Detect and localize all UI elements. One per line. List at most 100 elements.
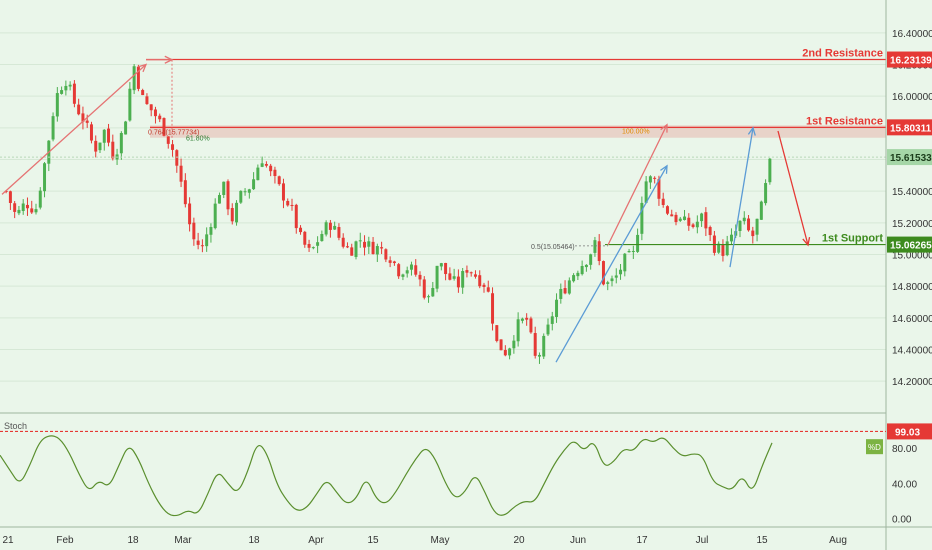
candle-body [640, 202, 644, 234]
price-tick-label: 15.40000 [892, 187, 932, 198]
time-tick-label: May [431, 535, 450, 546]
candle-body [179, 165, 183, 182]
candle-body [717, 243, 721, 253]
candle-body [704, 212, 708, 229]
candle-body [350, 247, 354, 256]
candle-body [738, 220, 742, 231]
current-price-tag-bg [887, 149, 932, 166]
candle-body [542, 335, 546, 357]
candle-body [533, 333, 537, 356]
candle-body [755, 218, 759, 235]
candle-body [311, 247, 315, 249]
candle-body [648, 176, 652, 183]
candle-body [235, 202, 239, 223]
candle-body [247, 189, 251, 193]
price-tick-label: 15.20000 [892, 219, 932, 230]
stoch-tick-label: 40.00 [892, 479, 917, 490]
candle-body [324, 222, 328, 235]
candle-body [188, 203, 192, 225]
candle-body [77, 104, 81, 115]
candle-body [358, 240, 362, 242]
candle-body [13, 203, 17, 212]
candle-body [337, 227, 341, 238]
candle-body [81, 113, 85, 122]
candle-body [546, 324, 550, 335]
candle-body [657, 179, 661, 199]
candle-body [217, 195, 221, 204]
stoch-d-line [0, 435, 773, 517]
candle-body [623, 253, 627, 272]
candle-body [345, 246, 349, 248]
candle-body [691, 224, 695, 228]
candle-body [614, 275, 618, 278]
stochastic-pane [0, 430, 886, 517]
time-tick-label: 17 [636, 535, 648, 546]
candle-body [239, 190, 243, 203]
candle-body [397, 264, 401, 277]
candle-body [636, 234, 640, 252]
candle-body [209, 227, 213, 235]
candle-body [294, 204, 298, 229]
candle-body [158, 115, 162, 120]
candle-body [427, 296, 431, 298]
stoch-tick-label: 0.00 [892, 515, 912, 526]
candle-body [418, 274, 422, 280]
candle-body [516, 319, 520, 342]
candle-body [422, 279, 426, 298]
candle-body [631, 250, 635, 252]
candle-body [461, 271, 465, 288]
fib-annotation: 0.5(15.05464) [531, 244, 575, 251]
price-tick-label: 16.00000 [892, 92, 932, 103]
candle-body [584, 264, 588, 268]
price-tick-label: 14.60000 [892, 314, 932, 325]
fibonacci-annotations: 0.764(15.77734)61.80% 100.00% 0.5(15.05464… [148, 128, 650, 251]
candle-body [665, 206, 669, 214]
time-tick-label: Mar [174, 535, 192, 546]
candle-body [85, 120, 89, 123]
candle-body [520, 318, 524, 321]
candle-body [405, 270, 409, 274]
candle-body [384, 249, 388, 260]
candle-body [683, 216, 687, 220]
stoch-axis[interactable]: 80.00 40.00 0.00 [892, 444, 917, 525]
candle-body [149, 104, 153, 111]
time-axis[interactable]: 21 Feb 18 Mar 18 Apr 15 May 20 Jun 17 Jul 15 Aug [2, 535, 846, 546]
candle-body [55, 93, 59, 117]
level-tag-1st-support: 15.06265 [890, 241, 932, 252]
level-tag-2nd-resistance-bg [887, 51, 932, 68]
candle-body [303, 231, 307, 245]
candle-body [200, 245, 204, 247]
candle-body [72, 83, 76, 104]
candle-body [102, 129, 106, 143]
candle-body [695, 221, 699, 228]
projection-arrow-down-head [802, 237, 811, 247]
candle-body [567, 280, 571, 294]
candle-body [111, 141, 115, 159]
candle-body [371, 241, 375, 255]
candle-body [444, 262, 448, 275]
candle-body [499, 339, 503, 351]
candle-body [252, 179, 256, 190]
candle-body [759, 201, 763, 220]
level-label: 1st Support [822, 233, 883, 245]
candle-body [563, 288, 567, 294]
candle-body [435, 265, 439, 289]
projection-arrow-red-1-head [660, 123, 668, 133]
candle-body [328, 222, 332, 230]
candle-body [401, 274, 405, 277]
candle-body [30, 208, 34, 213]
stoch-indicator-title: Stoch [4, 421, 27, 431]
candle-body [452, 276, 456, 279]
candle-body [299, 227, 303, 233]
candle-body [764, 183, 768, 204]
time-tick-label: Jul [696, 535, 709, 546]
projection-arrow-blue-1-head [660, 164, 668, 174]
candle-body [354, 241, 358, 257]
candle-body [550, 316, 554, 324]
candle-body [307, 243, 311, 248]
candle-body [21, 203, 25, 212]
candle-body [392, 261, 396, 264]
time-tick-label: Apr [308, 535, 324, 546]
candle-body [192, 222, 196, 240]
